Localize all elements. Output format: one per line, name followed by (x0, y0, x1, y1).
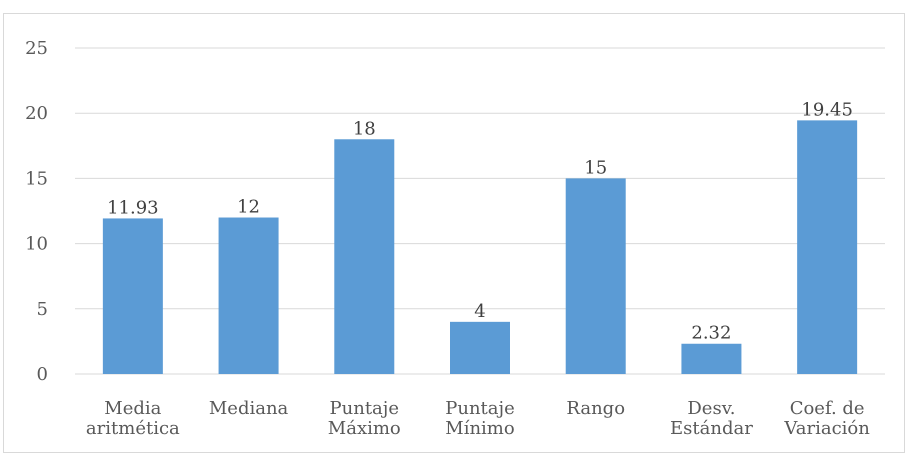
category-label-line: Puntaje (330, 398, 400, 419)
category-label-line: Media (104, 398, 161, 419)
category-label-line: Desv. (687, 398, 735, 419)
data-label: 2.32 (691, 323, 731, 344)
category-label-line: Estándar (670, 418, 753, 439)
category-label: Puntaje Mínimo (445, 398, 515, 439)
data-label: 15 (584, 157, 607, 178)
bar (218, 217, 279, 374)
category-label: Puntaje Máximo (328, 398, 401, 439)
y-tick-label: 25 (25, 38, 48, 59)
category-label-line: Puntaje (445, 398, 515, 419)
category-label: Mediana (209, 398, 289, 419)
category-label: Coef. de Variación (783, 398, 870, 439)
bar (681, 343, 742, 374)
category-label-line: Rango (566, 398, 625, 419)
bar (450, 321, 510, 374)
bars (102, 120, 858, 374)
y-tick-label: 5 (37, 299, 48, 320)
category-label: Rango (566, 398, 625, 419)
category-label-line: Coef. de (790, 398, 865, 419)
category-label: Desv. Estándar (670, 398, 753, 439)
data-label: 19.45 (801, 99, 853, 120)
data-label: 18 (353, 118, 376, 139)
category-label-line: Mínimo (445, 418, 514, 439)
bar (797, 120, 858, 374)
y-tick-label: 10 (25, 234, 48, 255)
bar (334, 139, 395, 374)
category-label-line: Variación (783, 418, 870, 439)
gridlines (75, 47, 885, 375)
bar (102, 218, 163, 374)
y-tick-label: 15 (25, 168, 48, 189)
bar (565, 178, 626, 374)
y-tick-label: 0 (37, 364, 48, 385)
y-tick-label: 20 (25, 103, 48, 124)
data-label: 12 (237, 197, 260, 218)
data-label: 11.93 (107, 197, 159, 218)
data-label: 4 (474, 301, 485, 322)
category-label-line: Máximo (328, 418, 401, 439)
bar-chart: 0 5 10 15 20 25 11.93 12 18 4 15 2.32 19.45 Media ar… (25, 38, 885, 439)
category-label-line: aritmética (86, 418, 180, 439)
data-labels: 11.93 12 18 4 15 2.32 19.45 (107, 99, 853, 343)
y-axis-ticks: 0 5 10 15 20 25 (25, 38, 48, 385)
category-label: Media aritmética (86, 398, 180, 439)
category-label-line: Mediana (209, 398, 289, 419)
